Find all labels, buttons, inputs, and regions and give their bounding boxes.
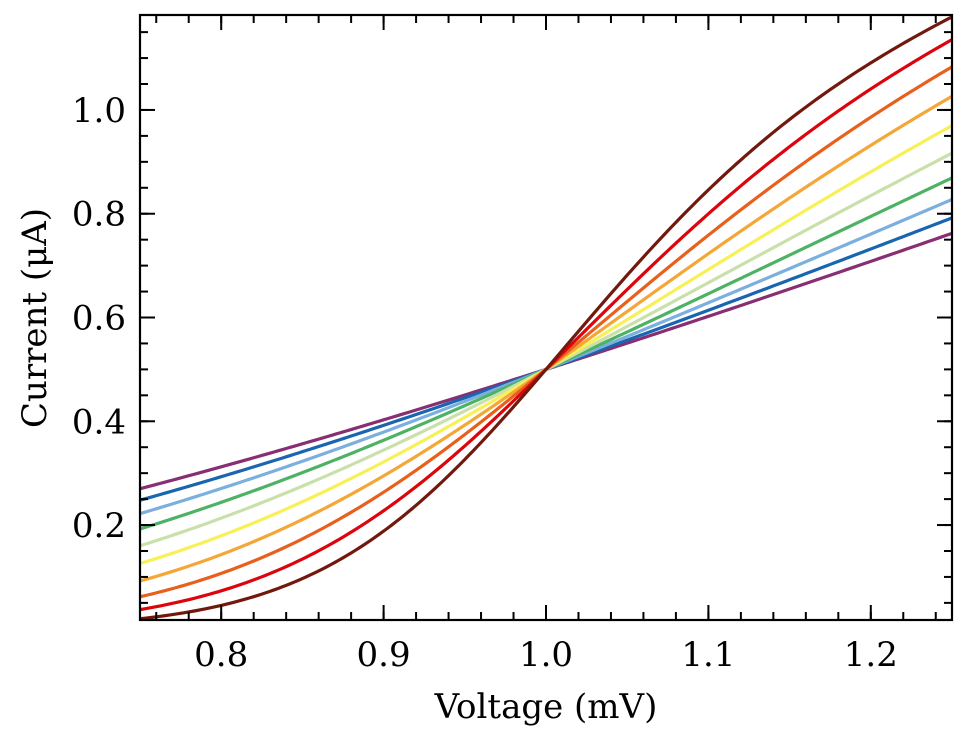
series-line-9 [139, 15, 953, 621]
y-tick-label: 0.8 [72, 195, 126, 235]
series-line-0 [139, 231, 953, 491]
series-line-5 [139, 124, 953, 566]
x-tick-label: 1.1 [681, 635, 735, 675]
y-tick-label: 0.6 [72, 299, 126, 339]
series-line-1 [139, 216, 953, 502]
x-axis-label: Voltage (mV) [434, 687, 658, 727]
x-tick-label: 1.2 [844, 635, 898, 675]
series-line-6 [139, 94, 953, 583]
series-line-8 [139, 38, 953, 612]
curves [139, 15, 953, 621]
y-axis-label: Current (μA) [15, 208, 55, 428]
series-line-7 [139, 65, 953, 599]
ticks [140, 15, 952, 620]
x-tick-label: 0.8 [194, 635, 248, 675]
x-tick-label: 0.9 [357, 635, 411, 675]
tick-labels: 0.8 0.9 1.0 1.1 1.2 0.2 0.4 0.6 0.8 1.0 [72, 91, 898, 675]
axes-frame [138, 13, 954, 622]
series-line-2 [139, 197, 953, 516]
y-tick-label: 1.0 [72, 91, 126, 131]
y-tick-label: 0.4 [72, 402, 126, 442]
x-tick-label: 1.0 [519, 635, 573, 675]
y-tick-label: 0.2 [72, 506, 126, 546]
